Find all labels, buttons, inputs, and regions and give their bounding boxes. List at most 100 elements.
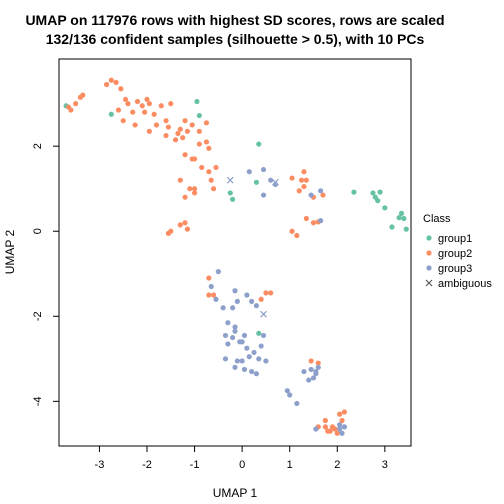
point-group3 [215,269,221,275]
point-group2 [203,120,210,126]
point-group3 [253,303,260,309]
point-group2 [301,169,307,175]
point-group2 [298,177,305,183]
x-tick-label: -1 [190,459,200,471]
point-group2 [296,188,302,194]
point-group2 [151,111,157,117]
point-group1 [370,190,376,196]
point-group2 [115,107,122,113]
point-group3 [313,426,319,432]
point-group3 [244,292,250,298]
x-axis-label: UMAP 1 [213,486,258,500]
x-tick-label: 0 [239,459,245,471]
point-group2 [196,141,202,147]
point-group1 [389,224,395,230]
legend-label-ambiguous: ambiguous [438,278,492,290]
x-tick-label: -3 [95,459,105,471]
point-group2 [206,169,212,175]
x-tick-label: 1 [287,459,293,471]
point-group3 [225,341,231,347]
point-group3 [284,388,290,394]
point-group3 [301,368,307,375]
chart-title-line1: UMAP on 117976 rows with highest SD scor… [25,12,444,28]
point-group3 [220,305,226,311]
point-group2 [184,128,191,134]
point-group3 [341,424,348,430]
point-group3 [260,192,267,198]
point-group3 [260,332,267,339]
point-group2 [191,156,198,162]
point-group2 [203,139,210,145]
point-group3 [222,356,229,362]
point-group2 [322,424,328,430]
point-group2 [142,109,148,115]
point-group3 [337,422,343,428]
point-group3 [315,364,321,370]
legend-marker-ambiguous [425,279,433,287]
point-group3 [310,375,317,381]
point-group1 [230,196,236,202]
point-group2 [337,411,343,417]
point-group2 [258,296,264,302]
point-group3 [232,324,238,330]
point-group3 [287,392,293,398]
point-group3 [234,298,240,305]
point-group3 [241,332,248,339]
point-group2 [146,101,152,107]
point-group3 [258,343,264,349]
point-group2 [118,86,124,92]
point-group1 [227,190,233,196]
point-ambiguous [260,310,267,318]
point-group2 [208,177,214,183]
point-group3 [213,296,219,302]
point-group2 [191,190,198,196]
point-group3 [313,368,319,375]
point-group2 [199,164,205,171]
point-group2 [315,360,321,366]
point-group2 [206,292,212,298]
data-points [63,77,409,436]
point-group1 [256,330,262,336]
point-group3 [232,364,238,370]
point-group2 [77,94,84,100]
point-group2 [177,177,183,183]
point-group2 [334,430,340,436]
point-group2 [163,132,169,139]
point-group2 [294,232,300,239]
point-group2 [310,220,317,226]
legend: Class group1 group2 group3 ambiguous [423,213,492,290]
point-group2 [182,118,188,124]
point-group2 [182,194,188,200]
point-group2 [153,122,160,128]
point-group2 [182,220,188,226]
point-group3 [244,345,250,351]
x-tick-label: 2 [334,459,340,471]
point-group3 [239,339,245,345]
plot-area-frame [58,58,412,447]
point-group2 [113,79,119,85]
chart-title-line2: 132/136 confident samples (silhouette > … [46,31,425,47]
point-group3 [318,218,324,224]
point-group2 [132,122,138,128]
x-axis: -3 -2 -1 0 1 2 3 [95,445,388,471]
point-group2 [168,101,174,107]
point-group3 [256,356,262,362]
point-group1 [403,226,409,232]
point-group2 [210,186,217,192]
point-group2 [180,135,186,141]
point-group2 [187,186,193,192]
point-group2 [325,428,331,434]
point-group3 [225,320,231,326]
point-group3 [230,305,236,311]
point-group2 [134,98,141,105]
point-group2 [210,292,217,298]
point-group2 [158,103,164,109]
point-group2 [196,128,202,134]
point-group2 [120,118,126,124]
point-group3 [232,288,238,294]
point-group2 [289,175,295,181]
point-group3 [241,366,248,373]
point-group3 [222,332,229,339]
point-group3 [230,334,236,341]
